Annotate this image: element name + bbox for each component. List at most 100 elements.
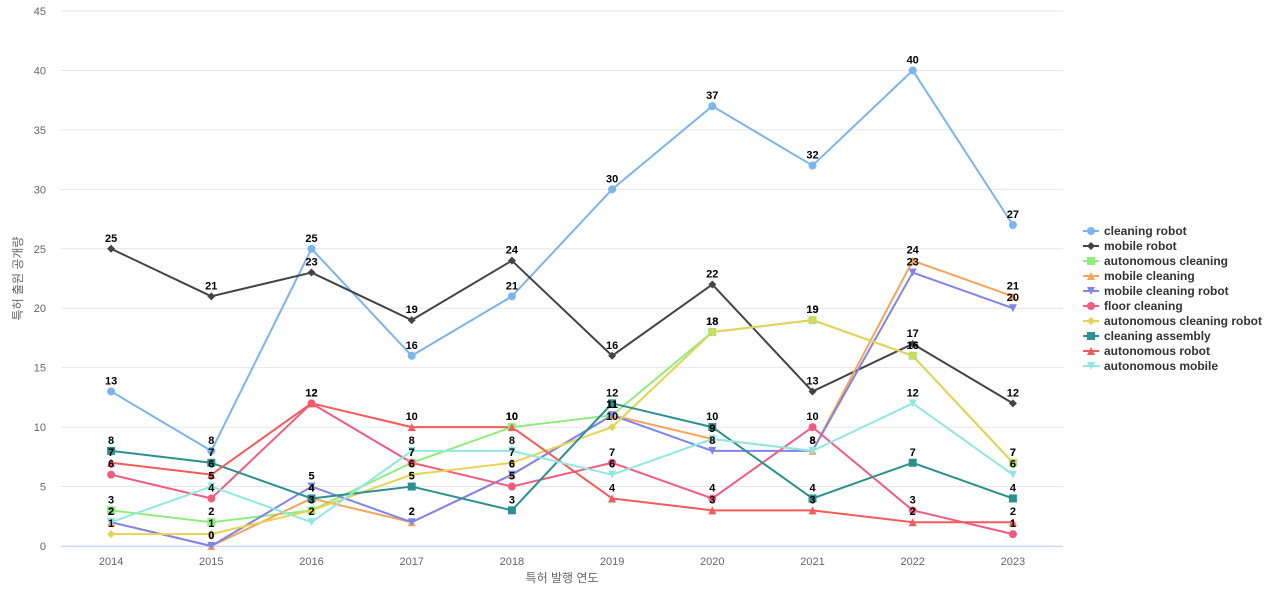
- legend-label: mobile robot: [1104, 239, 1177, 253]
- legend-item[interactable]: autonomous cleaning: [1083, 254, 1228, 268]
- data-label: 2: [108, 506, 114, 518]
- data-label: 23: [907, 257, 919, 269]
- data-label: 3: [108, 494, 114, 506]
- y-tick-label: 15: [34, 363, 46, 375]
- data-point: [608, 470, 617, 479]
- data-label: 6: [108, 459, 114, 471]
- y-tick-label: 10: [34, 422, 46, 434]
- data-label: 24: [506, 245, 519, 257]
- data-label: 27: [1007, 209, 1019, 221]
- x-tick-label: 2021: [800, 556, 824, 568]
- legend-marker: [1087, 317, 1095, 325]
- x-tick-label: 2023: [1001, 556, 1025, 568]
- data-point: [908, 518, 917, 527]
- data-point: [207, 518, 216, 527]
- data-point: [107, 387, 116, 396]
- data-label: 7: [409, 447, 415, 459]
- data-label: 4: [709, 482, 716, 494]
- data-label: 8: [208, 435, 214, 447]
- data-label: 11: [606, 399, 618, 411]
- data-point: [908, 268, 917, 277]
- data-point: [1008, 494, 1017, 503]
- data-point: [1008, 530, 1017, 539]
- y-tick-label: 0: [40, 541, 46, 553]
- legend-item[interactable]: autonomous mobile: [1083, 359, 1218, 373]
- data-label: 10: [506, 411, 518, 423]
- legend-item[interactable]: autonomous cleaning robot: [1083, 314, 1262, 328]
- data-label: 7: [609, 447, 615, 459]
- y-tick-label: 5: [40, 482, 46, 494]
- data-label: 0: [208, 530, 214, 542]
- data-label: 22: [706, 268, 718, 280]
- legend-item[interactable]: cleaning robot: [1083, 224, 1187, 238]
- data-point: [908, 399, 917, 408]
- data-label: 25: [305, 233, 317, 245]
- legend-item[interactable]: mobile cleaning robot: [1083, 284, 1229, 298]
- y-tick-label: 20: [34, 303, 46, 315]
- y-axis-title: 특허 출원 공개량: [11, 237, 25, 321]
- data-point: [507, 470, 516, 479]
- data-point: [107, 506, 116, 515]
- data-label: 25: [105, 233, 117, 245]
- data-label: 4: [609, 482, 616, 494]
- data-label: 10: [406, 411, 418, 423]
- data-label: 5: [308, 471, 314, 483]
- y-tick-label: 45: [34, 6, 46, 18]
- data-label: 6: [509, 459, 515, 471]
- data-label: 11: [606, 399, 618, 411]
- legend-item[interactable]: autonomous robot: [1083, 344, 1210, 358]
- legend-item[interactable]: mobile cleaning: [1083, 269, 1195, 283]
- data-point: [808, 494, 817, 503]
- data-point: [407, 482, 416, 491]
- series-line: [110, 259, 1014, 547]
- series-lines: [110, 69, 1014, 547]
- legend-item[interactable]: floor cleaning: [1083, 299, 1183, 313]
- data-point: [307, 506, 316, 515]
- data-point: [1008, 470, 1017, 479]
- data-point: [708, 494, 717, 503]
- data-label: 3: [308, 494, 314, 506]
- data-point: [608, 351, 617, 360]
- data-point: [207, 446, 216, 455]
- x-tick-label: 2016: [299, 556, 323, 568]
- legend-item[interactable]: cleaning assembly: [1083, 329, 1211, 343]
- data-point: [307, 244, 316, 253]
- x-tick-label: 2019: [600, 556, 624, 568]
- data-label: 16: [907, 340, 919, 352]
- series-line: [110, 247, 1014, 405]
- data-point: [107, 518, 116, 527]
- data-label: 2: [108, 506, 114, 518]
- x-tick-label: 2014: [99, 556, 123, 568]
- data-label: 6: [208, 459, 214, 471]
- data-point: [207, 482, 216, 491]
- data-label: 2: [1010, 506, 1016, 518]
- data-point: [708, 446, 717, 455]
- data-label: 6: [609, 459, 615, 471]
- legend-item[interactable]: mobile robot: [1083, 239, 1177, 253]
- data-label: 7: [509, 447, 515, 459]
- data-label: 1: [208, 518, 214, 530]
- data-point: [507, 482, 516, 491]
- data-point: [407, 446, 416, 455]
- series-line: [110, 402, 1014, 524]
- data-label: 0: [208, 530, 214, 542]
- data-label: 3: [509, 494, 515, 506]
- data-label: 13: [105, 375, 117, 387]
- data-point: [708, 280, 717, 289]
- data-label: 12: [1007, 387, 1019, 399]
- data-label: 8: [809, 435, 815, 447]
- data-label: 7: [409, 447, 415, 459]
- data-label: 17: [907, 328, 919, 340]
- data-point: [507, 458, 516, 467]
- x-tick-label: 2017: [399, 556, 423, 568]
- legend-label: mobile cleaning: [1104, 269, 1195, 283]
- data-point: [608, 494, 617, 503]
- data-point: [808, 316, 817, 325]
- data-label: 2: [910, 506, 916, 518]
- data-point: [307, 518, 316, 527]
- data-label: 11: [606, 399, 618, 411]
- data-label: 5: [409, 471, 415, 483]
- data-point: [307, 268, 316, 277]
